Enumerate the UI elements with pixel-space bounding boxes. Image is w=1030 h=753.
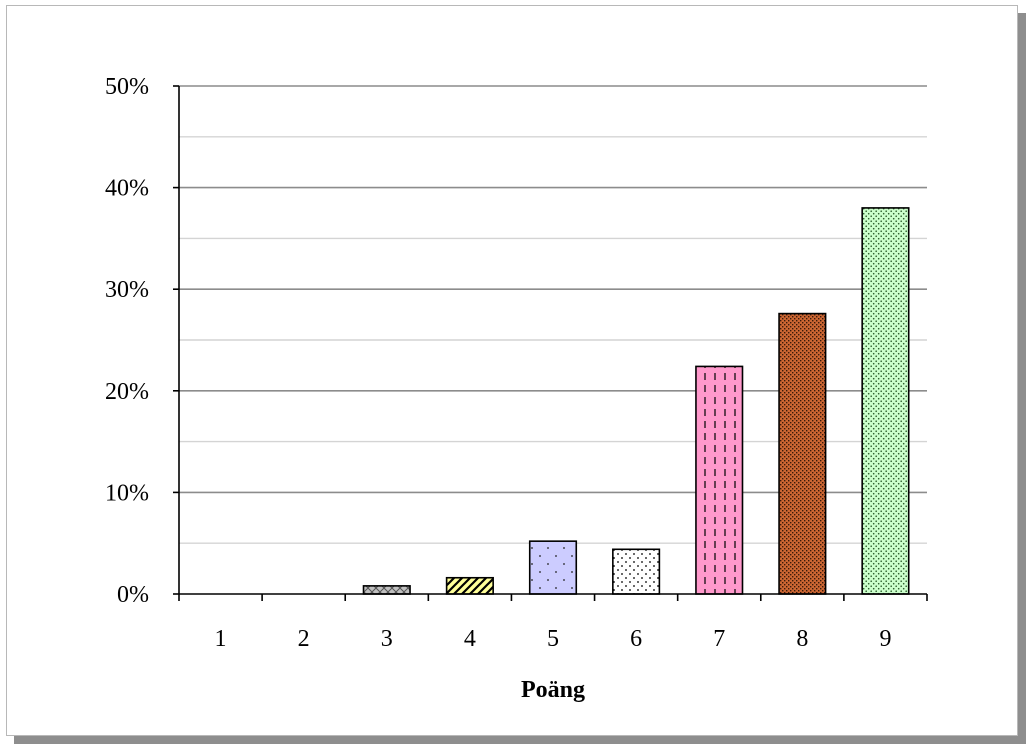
x-axis-title: Poäng bbox=[521, 677, 585, 703]
x-tick-label: 9 bbox=[879, 626, 891, 652]
y-tick-label: 10% bbox=[105, 480, 149, 506]
y-tick-label: 30% bbox=[105, 277, 149, 303]
axes bbox=[173, 85, 928, 601]
bar-4 bbox=[445, 576, 494, 595]
bar-8 bbox=[778, 312, 827, 595]
bars bbox=[362, 207, 910, 595]
x-tick-label: 6 bbox=[630, 626, 642, 652]
chart-frame bbox=[6, 5, 1018, 736]
x-tick-label: 2 bbox=[298, 626, 310, 652]
x-tick-label: 1 bbox=[215, 626, 227, 652]
x-tick-labels: 1 2 3 4 5 6 7 8 9 bbox=[215, 626, 892, 652]
x-tick-label: 3 bbox=[381, 626, 393, 652]
y-tick-labels: 0% 10% 20% 30% 40% 50% bbox=[105, 74, 149, 608]
bar-6 bbox=[612, 548, 661, 595]
bar-3 bbox=[362, 585, 411, 595]
x-tick-label: 8 bbox=[796, 626, 808, 652]
bar-9 bbox=[861, 207, 910, 595]
y-tick-label: 50% bbox=[105, 74, 149, 100]
bar-5 bbox=[528, 540, 578, 595]
y-tick-label: 40% bbox=[105, 176, 149, 202]
x-tick-label: 7 bbox=[713, 626, 725, 652]
y-tick-label: 20% bbox=[105, 379, 149, 405]
bar-7 bbox=[695, 365, 744, 595]
x-tick-label: 5 bbox=[547, 626, 559, 652]
x-tick-label: 4 bbox=[464, 626, 476, 652]
y-tick-label: 0% bbox=[117, 582, 149, 608]
